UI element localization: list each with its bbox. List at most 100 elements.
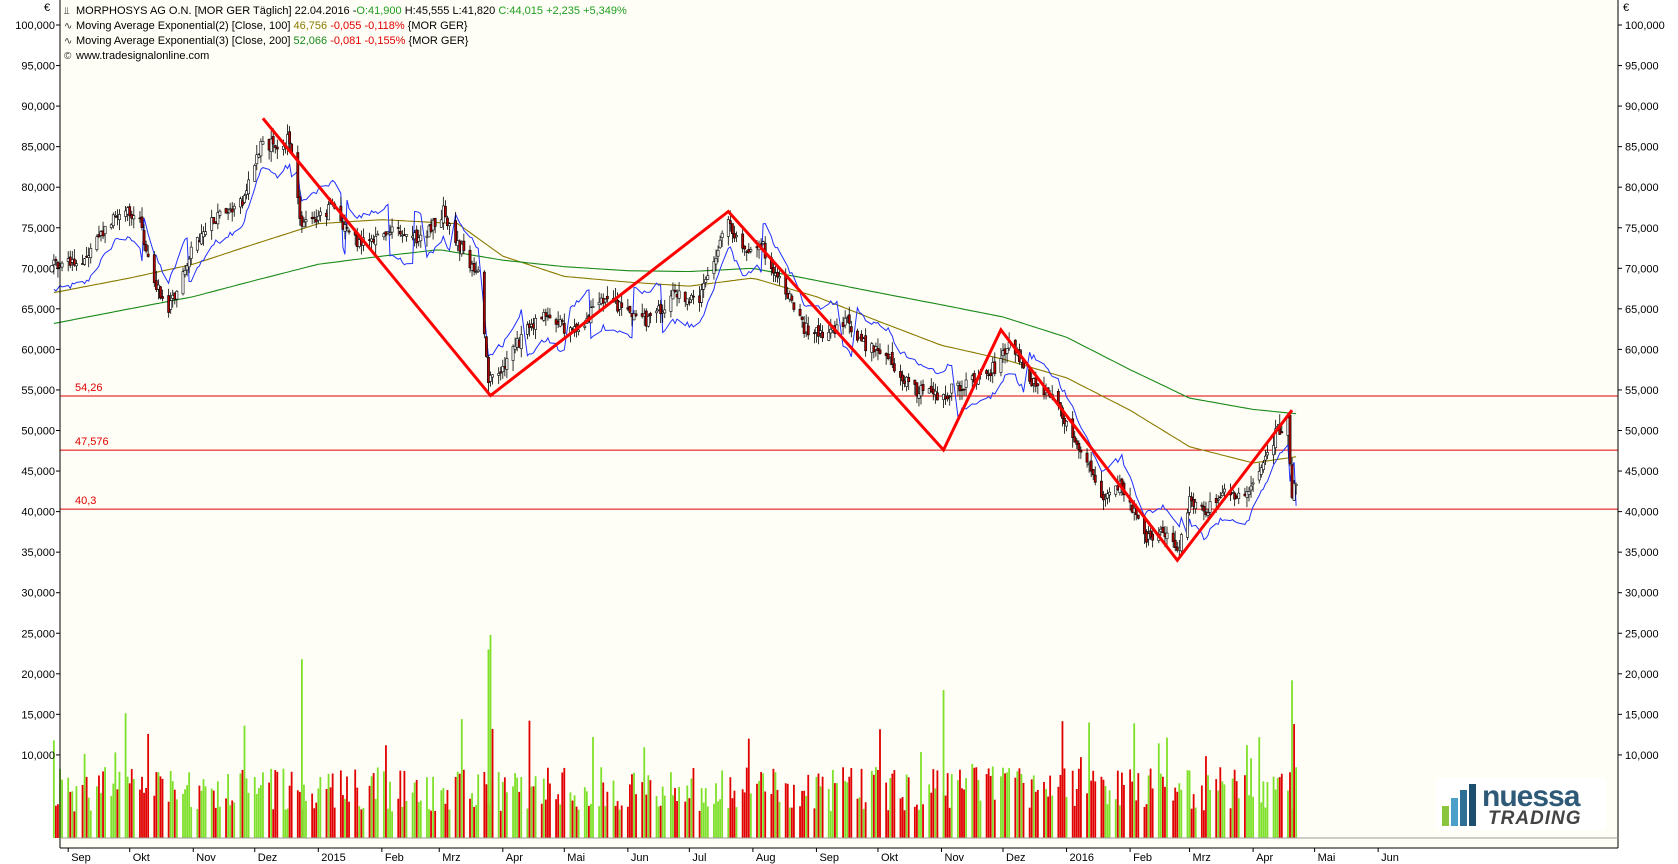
x-tick-label: Dez	[1006, 852, 1026, 864]
candle-body	[181, 271, 185, 295]
volume-bar	[245, 778, 248, 838]
candle-body	[1136, 514, 1140, 519]
volume-bar	[440, 790, 443, 838]
volume-bar	[1090, 780, 1093, 838]
legend-ma100[interactable]: ∿ Moving Average Exponential(2) [Close, …	[64, 19, 627, 34]
volume-bar	[1147, 775, 1150, 838]
candle-body	[482, 271, 486, 335]
volume-bar	[317, 788, 320, 838]
volume-bar	[469, 798, 471, 838]
candle-body	[189, 246, 193, 259]
copyright-icon: ©	[64, 51, 72, 62]
candle-body	[448, 223, 451, 227]
y-tick-label-left: 90,000	[21, 101, 55, 113]
candle-body	[476, 269, 480, 272]
candle-body	[1005, 348, 1009, 354]
volume-bar	[1229, 808, 1232, 838]
volume-bar	[1252, 796, 1254, 838]
volume-bar	[842, 767, 844, 838]
volume-bar	[549, 783, 551, 838]
volume-bar	[204, 786, 207, 838]
volume-bar	[946, 773, 949, 838]
volume-bar	[1180, 789, 1183, 838]
volume-bar	[1075, 789, 1078, 838]
legend-ma200[interactable]: ∿ Moving Average Exponential(3) [Close, …	[64, 34, 627, 49]
legend-source[interactable]: © www.tradesignalonline.com	[64, 49, 627, 64]
volume-bar	[303, 784, 305, 838]
volume-bar	[1178, 783, 1181, 838]
y-tick-label-right: 75,000	[1625, 223, 1659, 235]
y-tick-label-left: 55,000	[21, 385, 55, 397]
candle-body	[901, 374, 904, 382]
volume-bar	[506, 792, 508, 838]
volume-bar	[282, 768, 285, 838]
volume-bar	[1065, 797, 1068, 838]
candle-body	[956, 382, 960, 386]
y-tick-label-right: 60,000	[1625, 344, 1659, 356]
candle-body	[790, 295, 794, 301]
volume-bar	[1123, 784, 1125, 838]
source-link[interactable]: www.tradesignalonline.com	[76, 50, 210, 62]
candle-body	[439, 219, 443, 228]
volume-bar	[233, 802, 236, 838]
candle-body	[827, 332, 831, 341]
volume-bar	[391, 811, 393, 838]
volume-bar	[428, 809, 430, 838]
volume-bar	[620, 805, 623, 838]
candle-body	[247, 179, 251, 195]
candle-body	[275, 146, 279, 150]
volume-bar	[1162, 776, 1164, 838]
volume-bar	[1221, 781, 1224, 838]
volume-bar	[747, 738, 750, 838]
volume-bar	[663, 795, 666, 838]
volume-bar	[272, 809, 275, 838]
volume-bar	[774, 772, 777, 838]
volume-bar	[602, 782, 605, 838]
x-tick-label: Apr	[1256, 852, 1273, 864]
volume-bar	[360, 809, 363, 838]
volume-bar	[216, 781, 219, 838]
y-tick-label-left: 95,000	[21, 61, 55, 73]
volume-bar	[713, 803, 715, 838]
currency-left: €	[44, 2, 51, 14]
candle-body	[706, 275, 710, 280]
ohlc-open: O:41,900	[356, 5, 402, 17]
candle-body	[728, 220, 732, 224]
x-tick-label: Feb	[385, 852, 404, 864]
candle-body	[419, 234, 423, 242]
candle-body	[159, 286, 162, 299]
candle-body	[405, 234, 408, 237]
legend-instrument[interactable]: ⫫ MORPHOSYS AG O.N. [MOR GER Täglich] 22…	[64, 4, 627, 19]
chart-legend: ⫫ MORPHOSYS AG O.N. [MOR GER Täglich] 22…	[64, 4, 627, 64]
volume-bar	[104, 767, 106, 838]
volume-bar	[401, 806, 404, 838]
candle-body	[700, 289, 704, 303]
x-tick-label: Jun	[1381, 852, 1399, 864]
volume-bar	[813, 808, 816, 838]
y-tick-label-left: 60,000	[21, 344, 55, 356]
candle-body	[1208, 501, 1212, 513]
volume-bar	[1244, 775, 1246, 838]
volume-bar	[1274, 789, 1277, 838]
x-tick-label: Okt	[133, 852, 150, 864]
logo-word-1: nuessa	[1482, 780, 1580, 813]
volume-bar	[950, 774, 953, 838]
candle-body	[876, 348, 880, 351]
volume-bar	[268, 782, 270, 838]
candle-body	[560, 320, 564, 322]
volume-bar	[540, 803, 543, 838]
volume-bar	[741, 789, 744, 838]
volume-bar	[885, 782, 888, 838]
volume-bar	[702, 802, 705, 838]
volume-spike-bar	[491, 728, 494, 838]
volume-bar	[110, 796, 113, 838]
volume-bar	[155, 772, 158, 838]
candle-body	[1261, 462, 1265, 471]
volume-bar	[419, 800, 422, 838]
candle-body	[677, 290, 681, 299]
ma100-change: -0,055	[330, 20, 362, 32]
candle-body	[1188, 496, 1191, 513]
ma100-value: 46,756	[293, 20, 328, 32]
volume-bar	[518, 791, 521, 838]
